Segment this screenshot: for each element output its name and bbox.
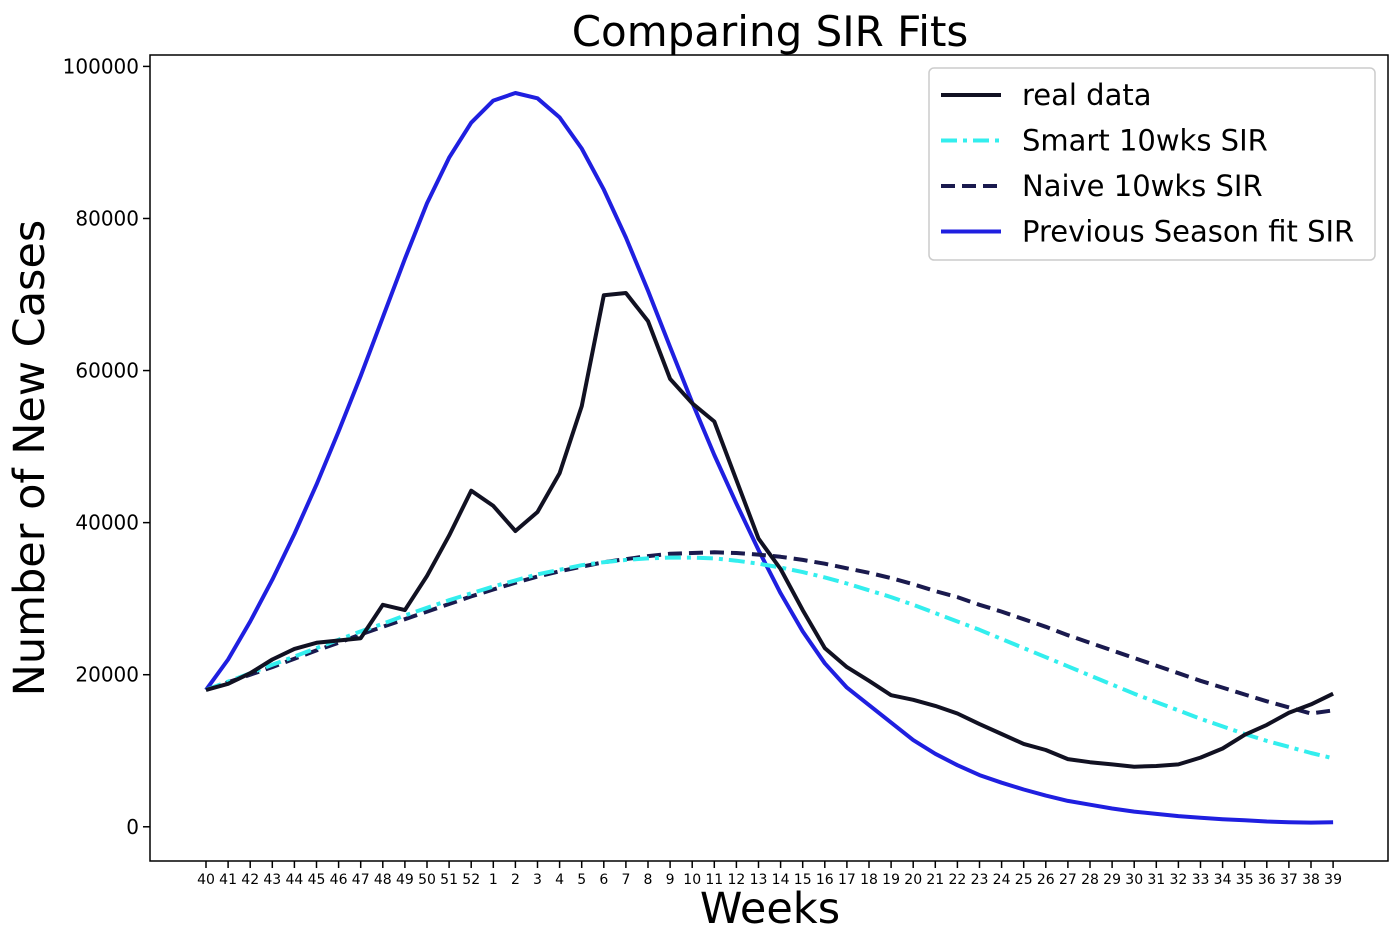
x-tick-label: 36 [1258,872,1276,888]
x-tick-label: 40 [197,872,215,888]
x-tick-label: 21 [926,872,944,888]
x-tick-label: 45 [308,872,326,888]
x-tick-label: 6 [599,872,608,888]
x-tick-label: 35 [1236,872,1254,888]
x-tick-label: 14 [772,872,790,888]
y-tick-label: 60000 [75,359,139,383]
legend-label: real data [1022,78,1152,112]
x-tick-label: 25 [1015,872,1033,888]
x-tick-label: 41 [219,872,237,888]
series-line-naive-10wks-sir [205,550,1334,716]
x-tick-label: 37 [1280,872,1298,888]
series-line-real-data [205,291,1334,769]
x-tick-label: 3 [533,872,542,888]
x-tick-label: 48 [374,872,392,888]
x-tick-label: 52 [462,872,480,888]
x-tick-label: 17 [838,872,856,888]
x-axis-label: Weeks [700,884,840,934]
y-tick-label: 40000 [75,511,139,535]
x-tick-label: 8 [644,872,653,888]
x-tick-label: 11 [705,872,723,888]
chart-title: Comparing SIR Fits [572,7,969,56]
y-axis-label: Number of New Cases [5,220,55,697]
x-tick-label: 46 [330,872,348,888]
x-tick-label: 30 [1125,872,1143,888]
legend-box [928,67,1376,261]
x-tick-label: 42 [241,872,259,888]
y-tick-label: 80000 [75,206,139,230]
x-tick-label: 12 [727,872,745,888]
x-tick-label: 7 [621,872,630,888]
legend: real data Smart 10wks SIR Naive 10wks SIR P… [928,67,1376,261]
y-tick-label: 0 [126,815,139,839]
x-tick-label: 10 [683,872,701,888]
x-tick-label: 22 [948,872,966,888]
x-tick-label: 19 [882,872,900,888]
x-tick-label: 16 [816,872,834,888]
x-tick-label: 51 [440,872,458,888]
y-tick-label: 100000 [63,54,139,78]
x-tick-label: 32 [1169,872,1187,888]
x-tick-label: 50 [418,872,436,888]
x-tick-label: 9 [666,872,675,888]
series-line-previous-season-fit-sir [204,91,1334,825]
x-tick-label: 47 [352,872,370,888]
series-line-smart-10wks-sir [205,555,1334,761]
x-tick-label: 28 [1081,872,1099,888]
x-tick-label: 27 [1059,872,1077,888]
x-tick-label: 20 [904,872,922,888]
x-tick-label: 23 [971,872,989,888]
x-tick-label: 24 [993,872,1011,888]
x-tick-label: 29 [1103,872,1121,888]
legend-label: Previous Season fit SIR [1022,215,1354,249]
x-tick-label: 15 [794,872,812,888]
x-tick-label: 33 [1192,872,1210,888]
x-tick-label: 4 [555,872,564,888]
x-tick-label: 26 [1037,872,1055,888]
x-tick-label: 31 [1147,872,1165,888]
x-tick-label: 13 [750,872,768,888]
x-tick-label: 44 [285,872,303,888]
x-tick-label: 38 [1302,872,1320,888]
x-tick-label: 1 [489,872,498,888]
x-tick-label: 43 [263,872,281,888]
legend-label: Naive 10wks SIR [1022,169,1263,203]
x-tick-label: 2 [511,872,520,888]
x-tick-label: 49 [396,872,414,888]
plot-frame [149,54,1389,862]
x-tick-label: 34 [1214,872,1232,888]
x-tick-label: 5 [577,872,586,888]
y-tick-label: 20000 [75,663,139,687]
x-tick-label: 39 [1324,872,1342,888]
x-tick-label: 18 [860,872,878,888]
legend-label: Smart 10wks SIR [1022,124,1268,158]
